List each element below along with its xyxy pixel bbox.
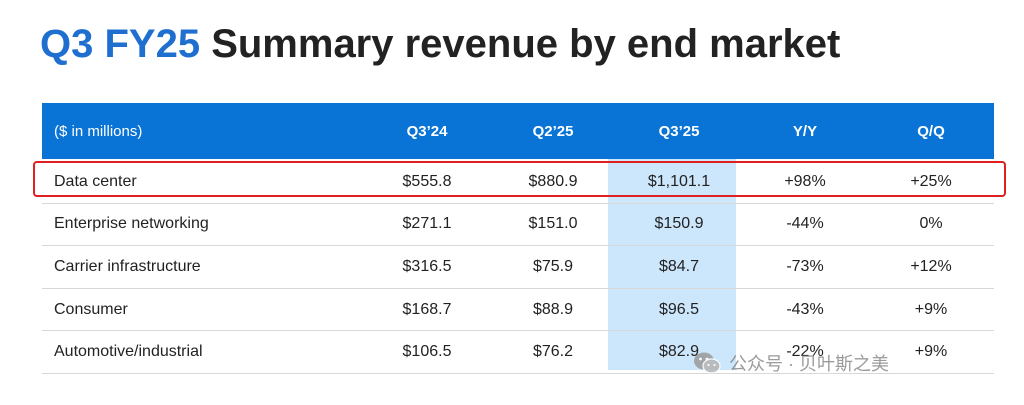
- cell-qq: +12%: [910, 257, 952, 275]
- row-label: Carrier infrastructure: [54, 257, 201, 275]
- table-row: Carrier infrastructure $316.5 $75.9 $84.…: [42, 246, 994, 289]
- q3-25-column-highlight: [608, 159, 736, 370]
- cell-q3-25: $1,101.1: [647, 172, 711, 190]
- cell-yy: -73%: [786, 257, 824, 275]
- row-label: Automotive/industrial: [54, 343, 203, 361]
- row-label: Data center: [54, 172, 137, 190]
- cell-q3-24: $271.1: [402, 215, 452, 233]
- cell-qq: +9%: [914, 300, 948, 318]
- watermark: 公众号 · 贝叶斯之美: [693, 348, 889, 378]
- cell-q2-25: $75.9: [532, 257, 574, 275]
- table-row: Data center $555.8 $880.9 $1,101.1 +98% …: [42, 161, 994, 204]
- data-center-highlight-box: [33, 161, 1006, 197]
- header-label: ($ in millions): [54, 122, 143, 140]
- header-q2-25: Q2’25: [532, 122, 574, 140]
- cell-q3-25: $96.5: [658, 300, 700, 318]
- table-header: ($ in millions) Q3’24 Q2’25 Q3’25 Y/Y Q/…: [42, 103, 994, 159]
- table-row: Enterprise networking $271.1 $151.0 $150…: [42, 204, 994, 247]
- header-qq: Q/Q: [917, 122, 945, 140]
- cell-q2-25: $88.9: [532, 300, 574, 318]
- table-row: Consumer $168.7 $88.9 $96.5 -43% +9%: [42, 289, 994, 332]
- table-row: Automotive/industrial $106.5 $76.2 $82.9…: [42, 331, 994, 374]
- cell-q3-24: $555.8: [402, 172, 452, 190]
- cell-q3-24: $106.5: [402, 343, 452, 361]
- watermark-text: 公众号 · 贝叶斯之美: [729, 354, 889, 374]
- cell-yy: -44%: [786, 215, 824, 233]
- revenue-table: ($ in millions) Q3’24 Q2’25 Q3’25 Y/Y Q/…: [42, 103, 994, 374]
- cell-yy: -43%: [786, 300, 824, 318]
- cell-q2-25: $76.2: [532, 343, 574, 361]
- cell-qq: +9%: [914, 343, 948, 361]
- header-yy: Y/Y: [792, 122, 818, 140]
- page-title: Q3 FY25 Summary revenue by end market: [40, 22, 840, 67]
- header-q3-24: Q3’24: [406, 122, 448, 140]
- cell-qq: 0%: [919, 215, 943, 233]
- cell-q3-24: $316.5: [402, 257, 452, 275]
- cell-yy: +98%: [784, 172, 826, 190]
- cell-q2-25: $880.9: [528, 172, 578, 190]
- cell-q3-25: $82.9: [658, 343, 700, 361]
- table-body: Data center $555.8 $880.9 $1,101.1 +98% …: [42, 161, 994, 374]
- cell-yy: -22%: [786, 343, 824, 361]
- header-q3-25: Q3’25: [658, 122, 700, 140]
- row-label: Enterprise networking: [54, 215, 209, 233]
- cell-q2-25: $151.0: [528, 215, 578, 233]
- title-rest: Summary revenue by end market: [200, 22, 841, 66]
- cell-q3-24: $168.7: [402, 300, 452, 318]
- title-accent: Q3 FY25: [40, 22, 201, 66]
- cell-qq: +25%: [910, 172, 952, 190]
- row-label: Consumer: [54, 300, 128, 318]
- cell-q3-25: $84.7: [658, 257, 700, 275]
- cell-q3-25: $150.9: [654, 215, 704, 233]
- wechat-icon: [694, 352, 721, 374]
